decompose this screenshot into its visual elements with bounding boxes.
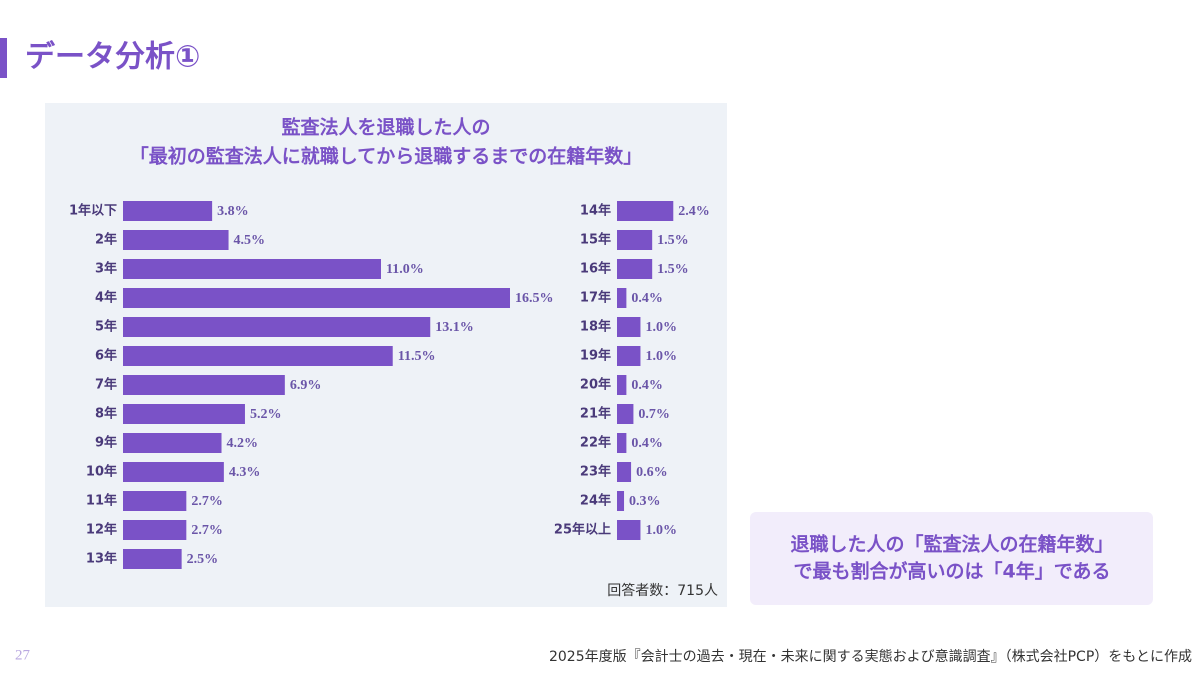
bar [123,259,381,279]
value-label: 1.5% [657,262,689,277]
bar [123,230,229,250]
category-label: 23年 [580,464,611,480]
category-label: 21年 [580,406,611,422]
value-label: 11.0% [386,262,424,277]
category-label: 22年 [580,435,611,451]
slide-title: データ分析① [25,40,200,75]
value-label: 4.3% [229,465,261,480]
value-label: 4.5% [234,233,266,248]
value-label: 2.4% [678,204,710,219]
value-label: 0.4% [631,291,663,306]
bar [617,433,627,453]
bar [617,491,625,511]
value-label: 5.2% [250,407,281,422]
bar [123,520,187,540]
chart-subtitle: 「最初の監査法人に就職してから退職するまでの在籍年数」 [130,145,642,168]
bar [617,520,641,540]
category-label: 11年 [86,493,117,509]
category-label: 6年 [95,348,117,364]
category-label: 14年 [580,203,611,219]
bar [123,288,510,308]
bar [617,201,674,221]
bar [123,201,213,221]
value-label: 4.2% [227,436,259,451]
source: 2025年度版『会計士の過去・現在・未来に関する実態および意識調査』（株式会社P… [549,648,1192,665]
category-label: 10年 [86,464,117,480]
category-label: 18年 [580,319,611,335]
category-label: 5年 [95,319,117,335]
value-label: 2.5% [187,552,219,567]
category-label: 25年以上 [554,522,611,538]
bar [617,346,641,366]
value-label: 0.3% [629,494,661,509]
page-number: 27 [15,647,31,663]
bar [123,404,245,424]
category-label: 4年 [95,290,117,306]
value-label: 1.0% [645,349,677,364]
bar [617,462,632,482]
chart-title: 監査法人を退職した人の [281,116,490,139]
category-label: 1年以下 [69,203,117,219]
bar [617,317,641,337]
annotation: 回答者数：715人 [607,582,718,599]
value-label: 0.7% [638,407,670,422]
bar [123,433,222,453]
category-label: 17年 [580,290,611,306]
value-label: 3.8% [217,204,249,219]
bar [617,404,634,424]
value-label: 16.5% [515,291,554,306]
value-label: 6.9% [290,378,322,393]
bar [617,259,653,279]
bar [123,549,182,569]
category-label: 12年 [86,522,117,538]
category-label: 24年 [580,493,611,509]
bar [123,462,224,482]
bar [123,491,187,511]
bar [123,317,431,337]
bar [617,230,653,250]
category-label: 20年 [580,377,611,393]
value-label: 13.1% [435,320,474,335]
category-label: 16年 [580,261,611,277]
callout-text: で最も割合が高いのは「4年」である [793,560,1110,583]
category-label: 8年 [95,406,117,422]
category-label: 19年 [580,348,611,364]
bar [617,288,627,308]
value-label: 11.5% [398,349,436,364]
category-label: 13年 [86,551,117,567]
category-label: 15年 [580,232,611,248]
category-label: 7年 [95,377,117,393]
callout-text: 退職した人の「監査法人の在籍年数」 [790,533,1113,556]
bar [123,375,285,395]
category-label: 9年 [95,435,117,451]
value-label: 2.7% [191,494,223,509]
value-label: 2.7% [191,523,223,538]
value-label: 0.4% [631,436,663,451]
bar [123,346,393,366]
title-accent [0,38,7,78]
value-label: 1.5% [657,233,689,248]
value-label: 0.4% [631,378,663,393]
callout-box [750,512,1153,605]
category-label: 2年 [95,232,117,248]
value-label: 0.6% [636,465,668,480]
value-label: 1.0% [645,320,677,335]
value-label: 1.0% [645,523,677,538]
bar [617,375,627,395]
category-label: 3年 [95,261,117,277]
